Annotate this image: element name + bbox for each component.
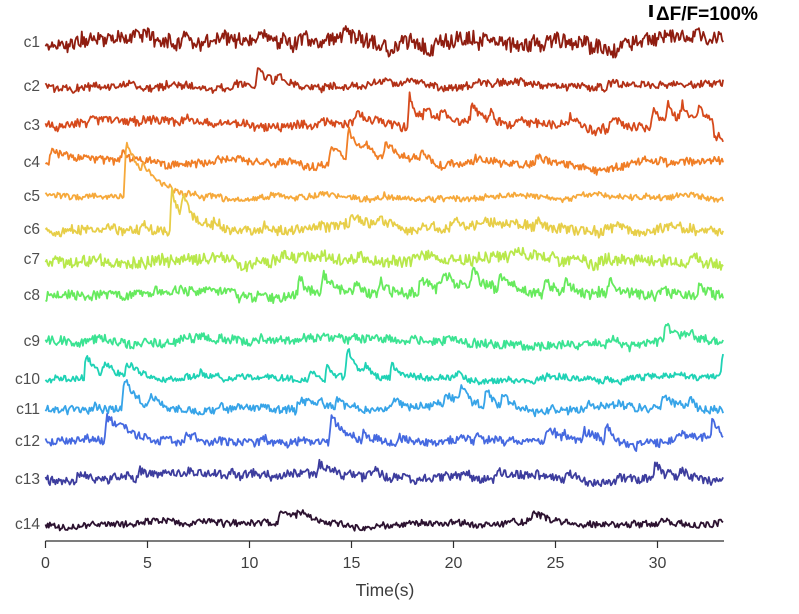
x-tick-label-0: 0 (41, 555, 50, 572)
trace-c7 (44, 246, 724, 273)
x-tick-label-5: 5 (143, 555, 152, 572)
cell-label-c14: c14 (15, 516, 40, 533)
cell-label-c2: c2 (24, 78, 40, 95)
trace-c12 (44, 412, 724, 453)
x-axis-title: Time(s) (356, 580, 415, 600)
trace-c6 (44, 187, 724, 239)
x-tick-label-20: 20 (445, 555, 463, 572)
trace-c10 (44, 348, 724, 386)
trace-lines (44, 25, 724, 532)
cell-label-c3: c3 (24, 117, 40, 134)
cell-label-c13: c13 (15, 471, 40, 488)
x-tick-label-15: 15 (343, 555, 361, 572)
trace-c11 (44, 379, 724, 418)
cell-label-c10: c10 (15, 371, 40, 388)
x-tick-label-30: 30 (649, 555, 667, 572)
trace-c9 (44, 322, 724, 353)
trace-c5 (44, 141, 724, 204)
cell-label-c7: c7 (24, 251, 40, 268)
cell-label-c1: c1 (24, 34, 40, 51)
x-axis: 0 5 10 15 20 25 30 (41, 540, 724, 572)
trace-c13 (44, 458, 724, 488)
cell-label-c9: c9 (24, 333, 40, 350)
trace-c14 (44, 509, 724, 532)
trace-c1 (44, 25, 724, 59)
cell-label-c6: c6 (24, 221, 40, 238)
trace-c4 (44, 126, 724, 176)
trace-c8 (45, 266, 724, 305)
x-tick-label-10: 10 (241, 555, 259, 572)
cell-label-c12: c12 (15, 433, 40, 450)
cell-label-c4: c4 (24, 154, 41, 171)
x-tick-label-25: 25 (547, 555, 565, 572)
trace-c3 (44, 91, 724, 143)
cell-label-c11: c11 (16, 401, 40, 418)
scale-bar: ΔF/F=100% (649, 4, 758, 25)
scale-bar-label: ΔF/F=100% (656, 4, 758, 25)
cell-label-c5: c5 (24, 188, 40, 205)
cell-label-c8: c8 (24, 287, 40, 304)
cell-labels: c1 c2 c3 c4 c5 c6 c7 c8 c9 c10 c11 c12 c13 c14 (15, 34, 40, 533)
trace-c2 (44, 67, 724, 94)
